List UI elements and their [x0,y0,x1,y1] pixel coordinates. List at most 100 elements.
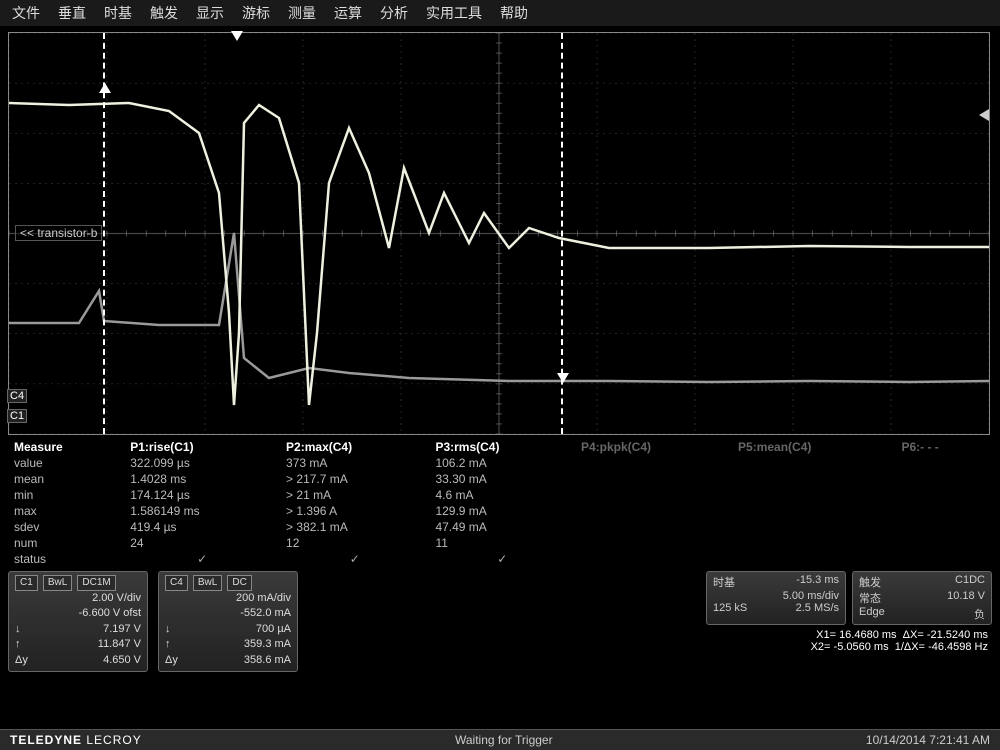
meas-header-p2[interactable]: P2:max(C4) [280,439,429,455]
meas-p3-value: 129.9 mA [429,503,575,519]
meas-p2-value: 12 [280,535,429,551]
menu-utilities[interactable]: 实用工具 [426,3,482,23]
channel-c1-panel[interactable]: C1 BwL DC1M 2.00 V/div -6.600 V ofst ↓ 7.… [8,571,148,672]
delta-y-icon: Δy [165,653,178,668]
c1-low: 7.197 V [103,622,141,637]
menu-help[interactable]: 帮助 [500,3,528,23]
cursor-x1: 16.4680 ms [839,629,896,641]
meas-p1-value: 174.124 µs [124,487,280,503]
meas-status-p2: ✓ [280,551,429,567]
timebase-rec: 125 kS [713,602,747,614]
c4-name-badge: C4 [165,575,188,591]
c1-vdiv: 2.00 V/div [92,591,141,606]
meas-p3-value: 11 [429,535,575,551]
menu-cursor[interactable]: 游标 [242,3,270,23]
menu-file[interactable]: 文件 [12,3,40,23]
measurement-table: Measure P1:rise(C1) P2:max(C4) P3:rms(C4… [8,439,990,567]
cursor-1-line[interactable] [103,33,105,434]
meas-row-label: sdev [8,519,124,535]
c4-high: 359.3 mA [244,637,291,652]
meas-p2-value: > 217.7 mA [280,471,429,487]
meas-header-p3[interactable]: P3:rms(C4) [429,439,575,455]
menu-measure[interactable]: 测量 [288,3,316,23]
meas-header-p1[interactable]: P1:rise(C1) [124,439,280,455]
datetime: 10/14/2014 7:21:41 AM [866,733,990,747]
timebase-rate: 2.5 MS/s [796,602,839,614]
meas-p1-value: 1.4028 ms [124,471,280,487]
channel-c4-marker[interactable]: C4 [7,389,27,403]
meas-row-label: value [8,455,124,471]
menu-math[interactable]: 运算 [334,3,362,23]
meas-row-label: min [8,487,124,503]
trigger-source-badge: C1 [955,574,969,586]
waveform-graticule[interactable]: << transistor-b C4 C1 [8,32,990,435]
meas-header-p4[interactable]: P4:pkpk(C4) [575,439,732,455]
cursor-x2: -5.0560 ms [834,641,889,653]
cursor-invdx: -46.4598 Hz [928,641,988,653]
down-arrow-icon: ↓ [15,622,21,637]
meas-p1-value: 419.4 µs [124,519,280,535]
trigger-panel[interactable]: 触发 C1DC 常态10.18 V Edge负 [852,571,992,625]
up-arrow-icon: ↑ [15,637,21,652]
meas-row-label: max [8,503,124,519]
meas-header-measure: Measure [8,439,124,455]
c1-name-badge: C1 [15,575,38,591]
trigger-mode: 常态 [859,590,881,606]
timebase-tdiv: 5.00 ms/div [783,590,839,602]
trigger-position-marker-icon[interactable] [231,31,243,41]
meas-p2-value: > 21 mA [280,487,429,503]
bottom-panel-row: C1 BwL DC1M 2.00 V/div -6.600 V ofst ↓ 7.… [8,571,992,672]
c1-high: 11.847 V [98,637,141,652]
menu-display[interactable]: 显示 [196,3,224,23]
trigger-level-marker-icon [979,109,989,121]
c4-low: 700 µA [256,622,291,637]
c4-coupling-badge: DC [227,575,251,591]
timebase-panel[interactable]: 时基 -15.3 ms 5.00 ms/div 125 kS 2.5 MS/s [706,571,846,625]
meas-row-label: mean [8,471,124,487]
trigger-status: Waiting for Trigger [455,733,553,747]
cursor-readout: X1= 16.4680 ms ΔX= -21.5240 ms X2= -5.05… [706,627,992,655]
cursor-arrow-up-icon [99,83,111,93]
trigger-coupling-badge: DC [969,574,985,586]
delta-y-icon: Δy [15,653,28,668]
cursor-arrow-down-icon [557,373,569,383]
menu-bar: 文件 垂直 时基 触发 显示 游标 测量 运算 分析 实用工具 帮助 [0,0,1000,26]
meas-p1-value: 1.586149 ms [124,503,280,519]
waveform-svg [9,33,989,434]
c1-coupling-badge: DC1M [77,575,115,591]
meas-p2-value: > 1.396 A [280,503,429,519]
trigger-type: Edge [859,606,885,622]
menu-timebase[interactable]: 时基 [104,3,132,23]
menu-vertical[interactable]: 垂直 [58,3,86,23]
meas-p2-value: 373 mA [280,455,429,471]
meas-header-p6[interactable]: P6:- - - [895,439,990,455]
meas-status-p3: ✓ [429,551,575,567]
meas-p3-value: 106.2 mA [429,455,575,471]
timebase-pos: -15.3 ms [796,574,839,590]
meas-p1-value: 24 [124,535,280,551]
timebase-title: 时基 [713,574,735,590]
c1-offset: -6.600 V ofst [79,606,141,621]
channel-c4-panel[interactable]: C4 BwL DC 200 mA/div -552.0 mA ↓700 µA ↑… [158,571,298,672]
menu-trigger[interactable]: 触发 [150,3,178,23]
channel-c1-marker[interactable]: C1 [7,409,27,423]
meas-p1-value: 322.099 µs [124,455,280,471]
meas-p2-value: > 382.1 mA [280,519,429,535]
down-arrow-icon: ↓ [165,622,171,637]
cursor-2-line[interactable] [561,33,563,434]
c1-bwl-badge: BwL [43,575,72,591]
up-arrow-icon: ↑ [165,637,171,652]
meas-status-p1: ✓ [124,551,280,567]
menu-analyze[interactable]: 分析 [380,3,408,23]
meas-p3-value: 4.6 mA [429,487,575,503]
trigger-slope: 负 [974,606,985,622]
trigger-title: 触发 [859,574,881,590]
meas-status-label: status [8,551,124,567]
meas-header-p5[interactable]: P5:mean(C4) [732,439,895,455]
c4-offset: -552.0 mA [240,606,291,621]
c4-dy: 358.6 mA [244,653,291,668]
c1-dy: 4.650 V [103,653,141,668]
c4-vdiv: 200 mA/div [236,591,291,606]
meas-p3-value: 33.30 mA [429,471,575,487]
brand-logo: TELEDYNE LECROY [10,733,142,747]
